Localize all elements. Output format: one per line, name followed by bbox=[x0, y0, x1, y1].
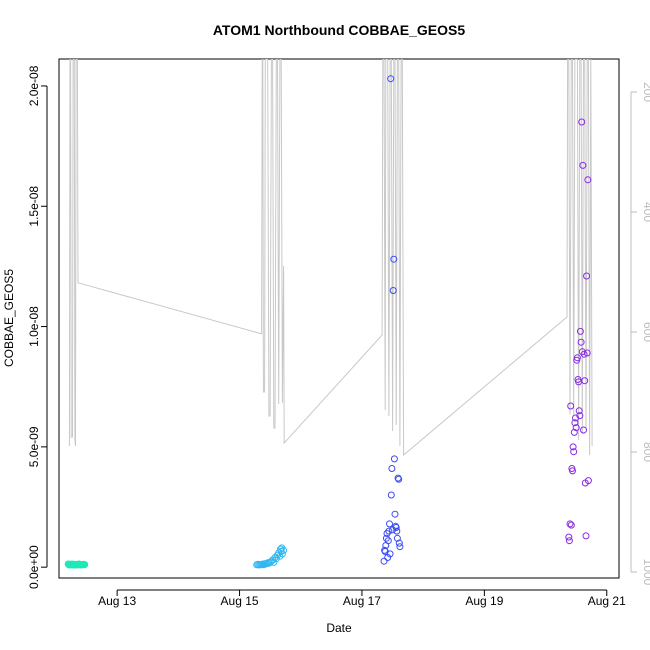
data-point bbox=[396, 543, 404, 551]
data-point bbox=[395, 539, 403, 547]
data-point bbox=[570, 428, 578, 436]
data-layer bbox=[64, 59, 593, 569]
data-point bbox=[389, 287, 397, 294]
right-tick-label: 800 bbox=[641, 442, 650, 462]
data-point bbox=[395, 475, 403, 483]
data-point bbox=[584, 477, 592, 485]
data-point bbox=[278, 550, 286, 558]
y-tick-label: 2.0e-08 bbox=[27, 65, 41, 106]
y-tick-label: 0.0e+00 bbox=[27, 545, 41, 589]
data-point bbox=[393, 534, 401, 542]
data-point bbox=[567, 402, 575, 410]
data-point bbox=[579, 161, 587, 169]
data-point bbox=[387, 491, 395, 499]
y-axis-label: COBBAE_GEOS5 bbox=[2, 269, 16, 367]
data-point bbox=[571, 419, 579, 427]
data-point bbox=[576, 412, 584, 420]
x-tick-label: Aug 15 bbox=[221, 594, 259, 608]
data-point bbox=[393, 527, 401, 535]
data-point bbox=[577, 338, 585, 346]
chart-title: ATOM1 Northbound COBBAE_GEOS5 bbox=[213, 22, 465, 38]
data-point bbox=[569, 467, 576, 475]
data-point bbox=[565, 537, 573, 545]
x-tick-label: Aug 21 bbox=[588, 594, 626, 608]
x-tick-label: Aug 19 bbox=[465, 594, 503, 608]
data-point bbox=[386, 520, 393, 528]
data-point bbox=[576, 327, 584, 335]
data-point bbox=[565, 533, 573, 541]
data-point bbox=[280, 546, 288, 554]
axes-layer: Aug 13 Aug 15 Aug 17 Aug 19 Aug 21 0.0e+00 5.0… bbox=[27, 65, 650, 608]
data-point bbox=[392, 524, 400, 531]
data-point bbox=[580, 350, 588, 358]
data-point bbox=[388, 465, 396, 472]
y-tick-label: 1.5e-08 bbox=[27, 186, 41, 227]
data-point bbox=[583, 349, 591, 357]
y-tick-label: 1.0e-08 bbox=[27, 306, 41, 347]
data-point bbox=[390, 455, 398, 463]
data-point bbox=[384, 554, 392, 561]
data-point bbox=[384, 537, 392, 545]
data-point bbox=[380, 557, 388, 565]
data-point bbox=[584, 176, 592, 184]
right-tick-label: 600 bbox=[641, 322, 650, 342]
data-point bbox=[583, 272, 591, 280]
data-point bbox=[385, 527, 393, 535]
plot-frame bbox=[58, 58, 620, 579]
data-point bbox=[581, 377, 589, 385]
data-point bbox=[391, 510, 399, 518]
data-point bbox=[582, 532, 590, 540]
data-point bbox=[575, 407, 583, 415]
data-point bbox=[258, 561, 266, 569]
x-tick-label: Aug 13 bbox=[98, 594, 136, 608]
data-point bbox=[573, 354, 581, 362]
data-point bbox=[390, 255, 398, 263]
data-point bbox=[566, 520, 574, 528]
data-point bbox=[570, 448, 578, 456]
data-point bbox=[387, 75, 395, 83]
data-point bbox=[578, 118, 586, 126]
data-point bbox=[567, 521, 575, 529]
right-tick-label: 400 bbox=[641, 202, 650, 222]
pressure-line bbox=[68, 59, 593, 457]
x-tick-label: Aug 17 bbox=[343, 594, 381, 608]
right-tick-label: 200 bbox=[641, 82, 650, 102]
data-point bbox=[580, 426, 587, 434]
x-axis-label: Date bbox=[326, 621, 352, 635]
data-point bbox=[572, 424, 580, 432]
data-point bbox=[386, 550, 394, 558]
right-tick-label: 1000 bbox=[641, 559, 650, 586]
y-tick-label: 5.0e-09 bbox=[27, 426, 41, 467]
data-point bbox=[569, 443, 577, 451]
data-point bbox=[81, 561, 89, 568]
